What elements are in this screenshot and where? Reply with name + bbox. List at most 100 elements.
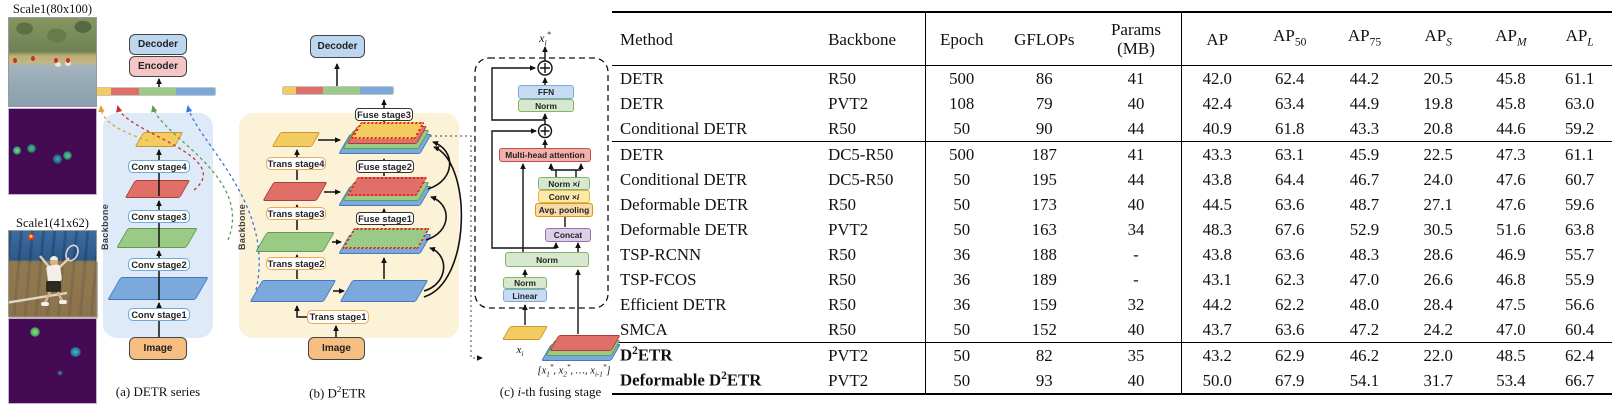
cell-method: DETR <box>620 68 664 88</box>
cell: PVT2 <box>820 342 926 368</box>
cell: 55.9 <box>1564 269 1595 289</box>
cell: 62.2 <box>1275 294 1305 314</box>
token-seg-red <box>296 87 323 94</box>
results-table: Method Backbone Epoch GFLOPs Params (MB) AP AP5… <box>612 11 1612 395</box>
stack-label: [x1*, x2*, …, xi-1*] <box>537 363 611 379</box>
cell: 59.2 <box>1564 118 1595 138</box>
cell: 67.6 <box>1275 219 1305 239</box>
cell-method: Deformable DETR <box>620 194 749 214</box>
token-seg-blue <box>176 88 215 95</box>
cell: 44.2 <box>1349 68 1380 88</box>
cell: 53.4 <box>1496 370 1526 390</box>
norm-wide-box: Norm <box>505 252 589 267</box>
feature-map-green-a <box>116 228 198 248</box>
input-token-label: xi <box>516 344 524 359</box>
tennis-player-sketch <box>4 233 98 318</box>
cell-method: Deformable DETR <box>620 219 749 239</box>
cell-method: DETR <box>620 144 664 164</box>
cell: 48.3 <box>1349 244 1380 264</box>
cell: DC5-R50 <box>820 141 926 167</box>
image-box-a: Image <box>129 337 187 360</box>
cell: 46.7 <box>1349 169 1380 189</box>
cell: 48.7 <box>1349 194 1380 214</box>
attention-heatmap-2 <box>8 318 97 404</box>
col-header-backbone: Backbone <box>820 12 926 66</box>
cell: 52.9 <box>1349 219 1380 239</box>
cell: 61.8 <box>1275 118 1305 138</box>
rower-dot <box>30 55 35 61</box>
cell: 188 <box>1031 244 1057 264</box>
table-row: Conditional DETR DC5-R50 50 195 44 43.8 64.4 46… <box>612 167 1612 192</box>
multi-head-attention-box: Multi-head attention <box>499 148 591 162</box>
cell: R50 <box>820 292 926 317</box>
cell: 45.8 <box>1496 93 1526 113</box>
example-photo-lake <box>8 17 97 107</box>
rower-dot <box>54 58 59 64</box>
fuse-input-blue <box>339 280 429 302</box>
caption-c: (c) i-th fusing stage <box>499 384 602 399</box>
cell: 187 <box>1031 144 1057 164</box>
cell: 93 <box>1035 370 1053 390</box>
cell: 50.0 <box>1202 370 1232 390</box>
cell: 40 <box>1090 192 1183 217</box>
cell: 28.6 <box>1423 244 1453 264</box>
table-header: Method Backbone Epoch GFLOPs Params (MB) AP AP5… <box>612 12 1612 66</box>
col-header-method: Method <box>612 12 821 66</box>
cell: R50 <box>820 242 926 267</box>
conv-stage4-label: Conv stage4 <box>128 160 190 173</box>
cell: 47.3 <box>1496 144 1526 164</box>
cell: 47.6 <box>1496 169 1526 189</box>
avg-pooling-box: Avg. pooling <box>535 203 593 217</box>
cell: 44.9 <box>1349 93 1380 113</box>
heat-dot <box>62 150 72 160</box>
cell: 44.2 <box>1202 294 1232 314</box>
cell: 67.9 <box>1275 370 1305 390</box>
encoder-box-a: Encoder <box>129 56 187 77</box>
cell: 22.0 <box>1423 345 1453 365</box>
cell: 50 <box>953 219 971 239</box>
cell-method: DETR <box>620 93 664 113</box>
cell: 159 <box>1031 294 1057 314</box>
trans-map-blue <box>249 280 337 302</box>
table-row: TSP-RCNN R50 36 188 -43.8 63.6 48.3 28.6 46.9 55.… <box>612 242 1612 267</box>
cell: 48.5 <box>1496 345 1526 365</box>
cell: 22.5 <box>1423 144 1453 164</box>
fuse-stage3-label: Fuse stage3 <box>355 108 413 121</box>
cell: 50 <box>953 345 971 365</box>
heat-dot <box>52 154 62 165</box>
cell: 36 <box>953 294 971 314</box>
rower-dot <box>13 58 18 64</box>
cell: 90 <box>1035 118 1053 138</box>
decoder-box-b: Decoder <box>310 35 365 58</box>
table-group-2: DETR DC5-R50 500 187 41 43.3 63.1 45.9 22.5 47.3 6… <box>612 141 1612 343</box>
caption-b: (b) D2ETR <box>309 384 366 401</box>
cell: 40 <box>1090 91 1183 116</box>
cell-method: TSP-RCNN <box>620 244 702 264</box>
cell: 50 <box>953 370 971 390</box>
table-group-3: D2ETR PVT2 50 82 35 43.2 62.9 46.2 22.0 48.5 62.4 D… <box>612 342 1612 394</box>
cell: 36 <box>953 244 971 264</box>
trans-map-red <box>262 182 328 201</box>
backbone-label-a: Backbone <box>100 203 110 251</box>
ffn-box: FFN <box>518 85 574 99</box>
cell: 44.5 <box>1202 194 1232 214</box>
rower-dot <box>64 61 71 67</box>
cell: R50 <box>820 192 926 217</box>
table-row: Deformable D2ETR PVT2 50 93 40 50.0 67.9 54.1 31… <box>612 368 1612 394</box>
token-seg-red <box>111 88 140 95</box>
cell: 24.0 <box>1423 169 1453 189</box>
col-header-params: Params (MB) <box>1090 12 1183 66</box>
image-box-b: Image <box>308 337 365 360</box>
cell: 43.2 <box>1202 345 1232 365</box>
feature-token-bar-a <box>96 87 216 96</box>
col-header-gflops: GFLOPs <box>997 12 1091 66</box>
cell: 46.8 <box>1496 269 1526 289</box>
cell: 173 <box>1031 194 1057 214</box>
conv-xi-box: Conv × i <box>538 190 590 203</box>
scale-label-1: Scale1(80x100) <box>12 2 93 16</box>
conv-stage2-label: Conv stage2 <box>128 258 190 271</box>
cell: PVT2 <box>820 91 926 116</box>
cell: R50 <box>820 116 926 142</box>
cell-method: D2ETR <box>620 345 673 365</box>
cell: 40.9 <box>1202 118 1232 138</box>
